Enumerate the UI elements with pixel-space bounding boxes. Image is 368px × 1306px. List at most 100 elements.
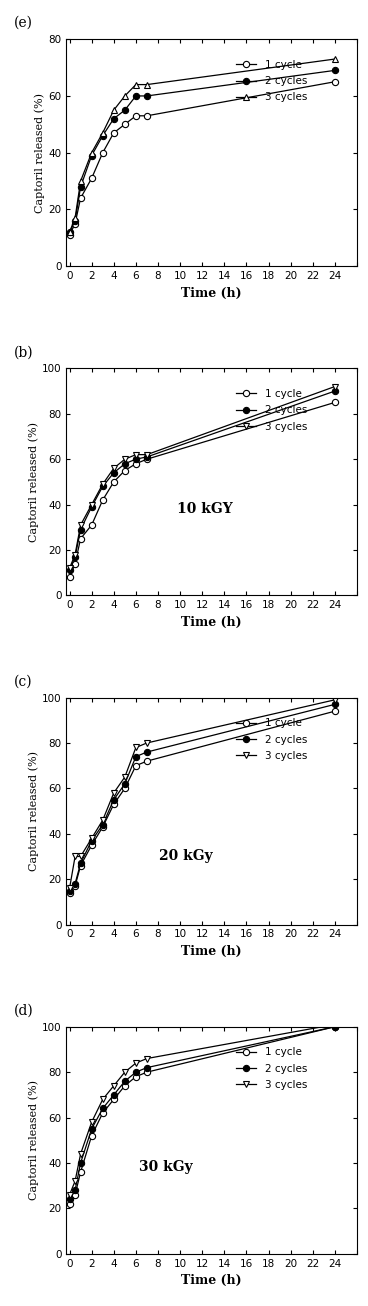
3 cycles [89,145,94,161]
3 cycles [78,517,83,533]
2 cycles [333,63,337,78]
Text: (d): (d) [14,1003,33,1017]
Legend: 1 cycle, 2 cycles, 3 cycles: 1 cycle, 2 cycles, 3 cycles [231,385,311,436]
3 cycles [112,785,116,801]
3 cycles [145,1051,149,1067]
2 cycles [145,88,149,103]
1 cycle [89,1128,94,1144]
3 cycles [67,1187,72,1203]
Line: 1 cycle: 1 cycle [67,400,338,580]
Line: 3 cycles: 3 cycles [67,1021,338,1198]
2 cycles [123,456,127,471]
3 cycles [100,812,105,828]
1 cycle [134,108,138,124]
Text: (e): (e) [14,16,33,30]
2 cycles [123,1074,127,1089]
Text: (c): (c) [14,674,32,688]
2 cycles [89,499,94,515]
1 cycle [134,1068,138,1084]
2 cycles [123,102,127,118]
3 cycles [100,125,105,141]
3 cycles [89,1114,94,1130]
1 cycle [100,819,105,835]
Line: 2 cycles: 2 cycles [67,68,338,235]
Legend: 1 cycle, 2 cycles, 3 cycles: 1 cycle, 2 cycles, 3 cycles [231,56,311,107]
X-axis label: Time (h): Time (h) [181,946,242,959]
3 cycles [112,461,116,477]
3 cycles [73,547,77,563]
1 cycle [89,837,94,853]
Text: 20 kGy: 20 kGy [159,849,213,863]
X-axis label: Time (h): Time (h) [181,1275,242,1288]
1 cycle [123,781,127,797]
1 cycle [73,1187,77,1203]
Line: 1 cycle: 1 cycle [67,708,338,896]
2 cycles [112,111,116,127]
1 cycle [73,556,77,572]
Text: 30 kGy: 30 kGy [139,1161,193,1174]
1 cycle [67,1196,72,1212]
3 cycles [145,447,149,462]
2 cycles [333,383,337,398]
1 cycle [78,530,83,546]
3 cycles [134,447,138,462]
2 cycles [73,549,77,564]
1 cycle [112,797,116,812]
Line: 1 cycle: 1 cycle [67,1024,338,1207]
2 cycles [67,225,72,240]
Legend: 1 cycle, 2 cycles, 3 cycles: 1 cycle, 2 cycles, 3 cycles [231,1043,311,1094]
3 cycles [134,77,138,93]
1 cycle [89,517,94,533]
2 cycles [78,1155,83,1170]
3 cycles [67,225,72,240]
1 cycle [145,452,149,468]
2 cycles [145,1059,149,1075]
2 cycles [145,449,149,465]
1 cycle [100,492,105,508]
2 cycles [67,883,72,899]
3 cycles [100,1092,105,1107]
2 cycles [78,855,83,871]
2 cycles [78,521,83,537]
1 cycle [134,456,138,471]
1 cycle [100,1105,105,1121]
1 cycle [67,885,72,901]
3 cycles [112,102,116,118]
3 cycles [145,77,149,93]
2 cycles [100,1101,105,1117]
Y-axis label: Captoril released (%): Captoril released (%) [28,422,39,542]
Y-axis label: Captoril released (%): Captoril released (%) [28,751,39,871]
1 cycle [112,474,116,490]
2 cycles [333,1019,337,1034]
2 cycles [112,791,116,807]
3 cycles [78,174,83,189]
2 cycles [100,478,105,494]
2 cycles [89,833,94,849]
1 cycle [89,170,94,185]
3 cycles [333,1016,337,1032]
1 cycle [145,754,149,769]
1 cycle [73,878,77,893]
3 cycles [73,849,77,865]
2 cycles [73,213,77,229]
3 cycles [67,560,72,576]
3 cycles [123,88,127,103]
3 cycles [123,769,127,785]
3 cycles [67,880,72,896]
3 cycles [78,849,83,865]
2 cycles [67,563,72,579]
1 cycle [333,704,337,720]
2 cycles [89,1121,94,1136]
Line: 2 cycles: 2 cycles [67,1024,338,1203]
1 cycle [145,108,149,124]
1 cycle [78,858,83,874]
1 cycle [73,215,77,231]
Y-axis label: Captoril released (%): Captoril released (%) [28,1080,39,1200]
Line: 2 cycles: 2 cycles [67,388,338,573]
2 cycles [73,1182,77,1198]
Line: 2 cycles: 2 cycles [67,701,338,893]
3 cycles [333,692,337,708]
Y-axis label: Captoril released (%): Captoril released (%) [35,93,46,213]
Line: 3 cycles: 3 cycles [67,384,338,571]
2 cycles [73,876,77,892]
